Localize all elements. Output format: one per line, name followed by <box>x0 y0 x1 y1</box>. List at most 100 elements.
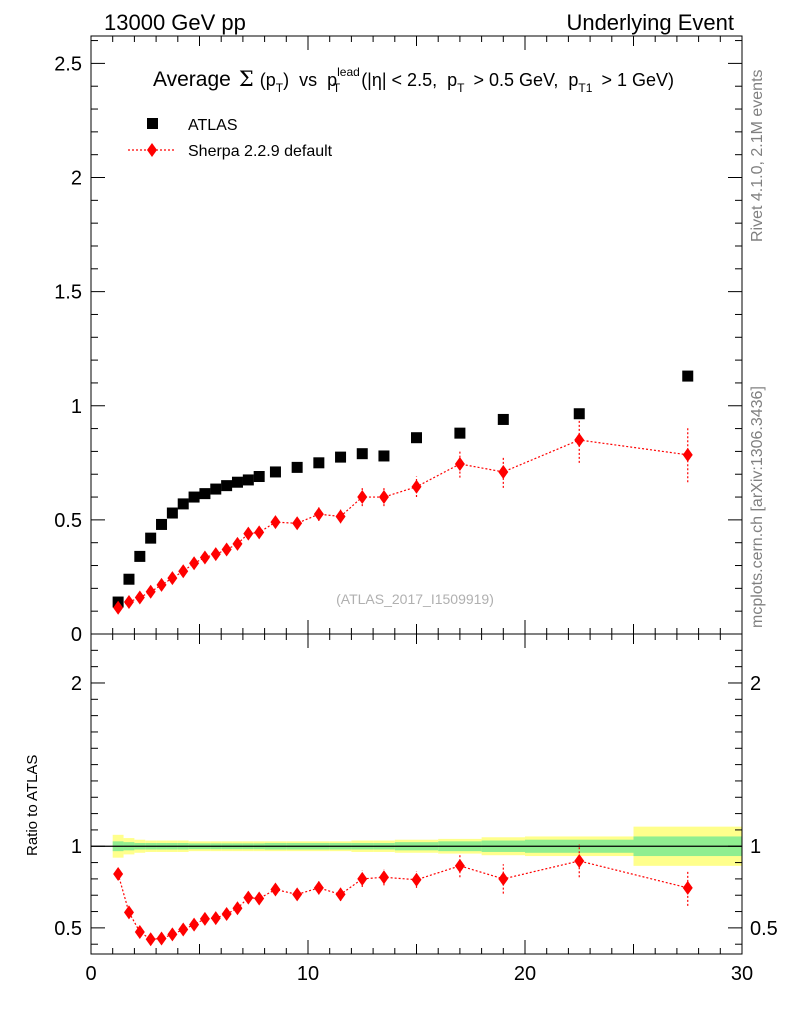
sherpa-line <box>117 439 688 609</box>
atlas-point <box>177 498 189 510</box>
atlas-point <box>145 532 157 544</box>
sherpa-ratio-point <box>243 890 254 905</box>
x-tick-label: 10 <box>297 963 319 985</box>
sherpa-ratio-point <box>335 887 346 902</box>
y-tick-label-ratio-right: 1 <box>750 836 761 858</box>
title-p3: p <box>447 70 457 90</box>
atlas-point <box>682 370 694 382</box>
title-cut-eta: (|η| < 2.5, <box>361 70 437 90</box>
ratio-data-layer <box>113 844 693 947</box>
sherpa-ratio-point <box>156 931 167 946</box>
sherpa-point <box>156 577 167 592</box>
sherpa-ratio-point <box>189 917 200 932</box>
sherpa-point <box>335 509 346 524</box>
atlas-point <box>199 488 211 500</box>
atlas-point <box>166 507 178 519</box>
y-tick-label-ratio-right: 0.5 <box>750 918 778 940</box>
atlas-point <box>411 432 422 444</box>
sherpa-point <box>682 447 693 462</box>
sherpa-ratio-point <box>270 882 281 897</box>
main-data-layer <box>112 370 694 615</box>
sherpa-point <box>221 542 232 557</box>
sherpa-ratio-point <box>232 901 243 916</box>
title-p2: p <box>327 70 337 90</box>
sherpa-ratio-point <box>411 872 422 887</box>
sherpa-point <box>210 547 221 562</box>
sherpa-ratio-point <box>254 891 265 906</box>
sherpa-point <box>574 432 585 447</box>
title-T1lead-sub: T1 <box>578 81 592 95</box>
atlas-point <box>378 450 390 462</box>
header-left: 13000 GeV pp <box>104 10 246 35</box>
sherpa-ratio-point <box>357 871 368 886</box>
sherpa-point <box>454 456 465 471</box>
sherpa-point <box>254 525 265 540</box>
y-tick-label-ratio-left: 2 <box>71 673 82 695</box>
sherpa-point <box>313 507 324 522</box>
sherpa-ratio-point <box>134 924 145 939</box>
sherpa-point <box>123 595 134 610</box>
sherpa-point <box>113 600 124 615</box>
y-tick-label-main: 2.5 <box>54 53 82 75</box>
sherpa-ratio-point <box>221 907 232 921</box>
title-T1-sub: T <box>276 81 284 95</box>
sherpa-ratio-point <box>199 911 210 926</box>
sherpa-point <box>270 515 281 530</box>
sherpa-ratio-point <box>145 932 156 947</box>
x-tick-label: 30 <box>731 963 753 985</box>
sherpa-ratio-point <box>574 853 585 868</box>
sherpa-point <box>178 564 189 579</box>
sherpa-ratio-point <box>454 858 465 873</box>
sherpa-point <box>411 479 422 494</box>
sherpa-point <box>378 490 389 505</box>
title-cut-pt1: > 1 GeV) <box>601 70 674 90</box>
sherpa-ratio-point <box>292 887 303 902</box>
title-p4: p <box>568 70 578 90</box>
sherpa-ratio-point <box>378 870 389 885</box>
atlas-point <box>573 408 585 420</box>
legend-label-sherpa: Sherpa 2.2.9 default <box>188 143 333 160</box>
axis-tick-labels: 0 10 20 30 0 0.5 1 1.5 2 2.5 0.5 0.5 1 1 2 2 <box>54 53 778 985</box>
y-tick-label-ratio-left: 1 <box>71 836 82 858</box>
legend-marker-sherpa <box>147 143 157 157</box>
y-tick-label-main: 2 <box>71 168 82 190</box>
atlas-point <box>497 413 509 425</box>
title-T3-sub: T <box>457 81 465 95</box>
title-average: Average <box>153 68 231 91</box>
sherpa-point <box>145 584 156 599</box>
title-T2-sub: T <box>333 81 341 95</box>
header-right: Underlying Event <box>566 10 734 35</box>
atlas-point <box>454 427 466 439</box>
atlas-point <box>291 461 303 473</box>
atlas-point <box>269 466 281 478</box>
ratio-plot-frame <box>90 633 743 955</box>
atlas-point <box>356 448 368 460</box>
atlas-point <box>335 451 347 463</box>
y-tick-label-main: 0.5 <box>54 510 82 532</box>
sherpa-ratio-line <box>117 860 688 940</box>
sherpa-ratio-point <box>113 867 124 881</box>
sherpa-point <box>199 550 210 565</box>
sherpa-ratio-point <box>178 922 189 937</box>
atlas-point <box>253 471 265 483</box>
title-paren-close: ) <box>283 70 289 90</box>
atlas-point <box>313 457 325 469</box>
title-lead-sup: lead <box>337 65 360 79</box>
title-sigma: Σ <box>239 67 254 91</box>
atlas-point <box>242 474 254 486</box>
sherpa-point <box>498 464 509 479</box>
atlas-point <box>156 518 168 530</box>
sherpa-ratio-point <box>210 911 221 926</box>
atlas-point <box>221 480 233 492</box>
y-tick-label-main: 0 <box>71 624 82 646</box>
sherpa-ratio-point <box>167 927 178 942</box>
y-tick-label-ratio-left: 0.5 <box>54 918 82 940</box>
y-tick-label-main: 1.5 <box>54 282 82 304</box>
legend-label-atlas: ATLAS <box>188 117 238 134</box>
title-cut-pt: > 0.5 GeV, <box>473 70 558 90</box>
atlas-point <box>123 573 135 585</box>
x-tick-label: 0 <box>85 963 96 985</box>
sherpa-ratio-point <box>123 905 134 920</box>
sherpa-ratio-point <box>498 871 509 886</box>
sherpa-ratio-point <box>682 880 693 895</box>
